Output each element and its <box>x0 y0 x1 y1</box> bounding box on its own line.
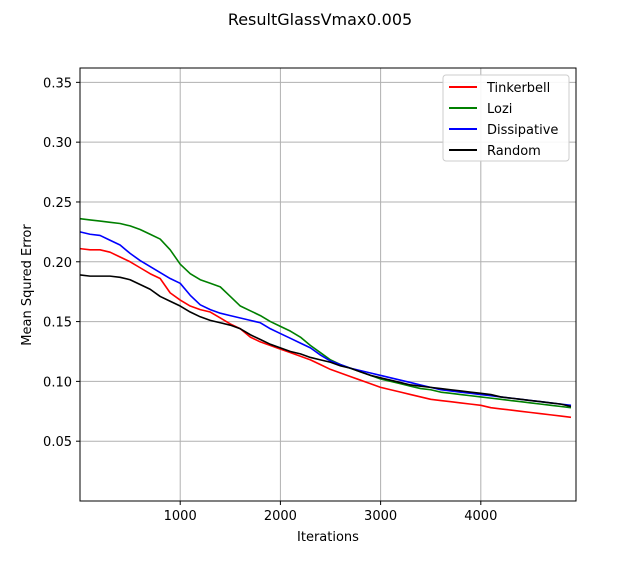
legend-label-lozi: Lozi <box>487 102 512 117</box>
x-tick-label: 2000 <box>264 509 297 524</box>
y-tick-label: 0.35 <box>43 76 72 91</box>
y-tick-label: 0.10 <box>43 375 72 390</box>
y-tick-label: 0.25 <box>43 196 72 211</box>
legend-box <box>442 74 570 162</box>
series-line-lozi <box>79 217 572 409</box>
y-tick-label: 0.05 <box>43 435 72 450</box>
legend-label-dissipative: Dissipative <box>487 123 558 138</box>
x-axis-ticks: 1000 2000 3000 4000 <box>164 501 497 524</box>
legend-label-random: Random <box>487 144 541 159</box>
series-line-random <box>79 274 572 408</box>
y-tick-label: 0.20 <box>43 256 72 271</box>
x-tick-label: 4000 <box>464 509 497 524</box>
y-axis-ticks: 0.05 0.10 0.15 0.20 0.25 0.30 0.35 <box>43 76 80 450</box>
chart-title: ResultGlassVmax0.005 <box>228 10 412 29</box>
y-tick-label: 0.15 <box>43 316 72 331</box>
series-line-tinkerbell <box>79 247 572 419</box>
y-tick-label: 0.30 <box>43 136 72 151</box>
y-axis-label: Mean Squred Error <box>20 224 35 346</box>
series-line-dissipative <box>79 231 572 407</box>
series-lines <box>79 217 572 419</box>
legend-label-tinkerbell: Tinkerbell <box>486 81 550 96</box>
x-axis-label: Iterations <box>297 530 359 545</box>
legend: Tinkerbell Lozi Dissipative Random <box>442 74 570 162</box>
plot-frame <box>79 67 577 502</box>
x-tick-label: 3000 <box>364 509 397 524</box>
x-tick-label: 1000 <box>164 509 197 524</box>
